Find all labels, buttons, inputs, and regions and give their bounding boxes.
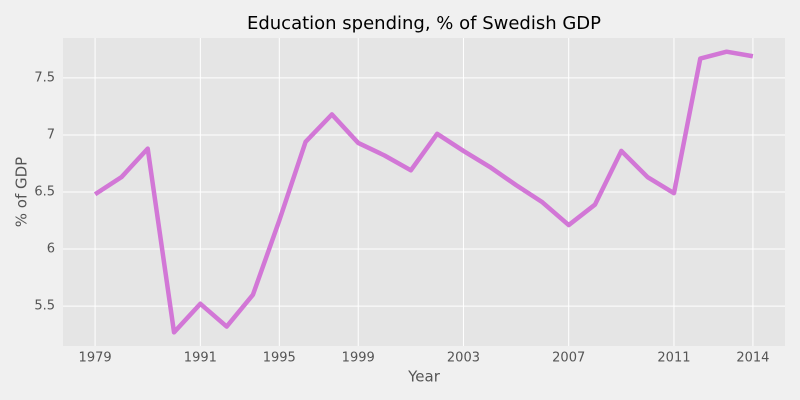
x-tick-label: 2007 bbox=[552, 351, 585, 366]
x-tick-label: 1979 bbox=[79, 351, 112, 366]
data-line bbox=[93, 49, 754, 335]
y-tick-label: 6 bbox=[47, 242, 55, 257]
x-tick-label: 1995 bbox=[263, 351, 296, 366]
x-tick-label: 2003 bbox=[447, 351, 480, 366]
chart-title: Education spending, % of Swedish GDP bbox=[247, 13, 601, 34]
y-tick-label: 6.5 bbox=[34, 185, 55, 200]
x-axis-label: Year bbox=[407, 368, 441, 386]
y-tick-label: 5.5 bbox=[34, 299, 55, 314]
y-axis-label: % of GDP bbox=[13, 157, 31, 227]
x-tick-label: 2014 bbox=[736, 351, 769, 366]
x-tick-label: 1991 bbox=[184, 351, 217, 366]
x-tick-label: 1999 bbox=[342, 351, 375, 366]
y-tick-label: 7.5 bbox=[34, 70, 55, 85]
y-tick-label: 7 bbox=[47, 127, 55, 142]
x-tick-label: 2011 bbox=[657, 351, 690, 366]
